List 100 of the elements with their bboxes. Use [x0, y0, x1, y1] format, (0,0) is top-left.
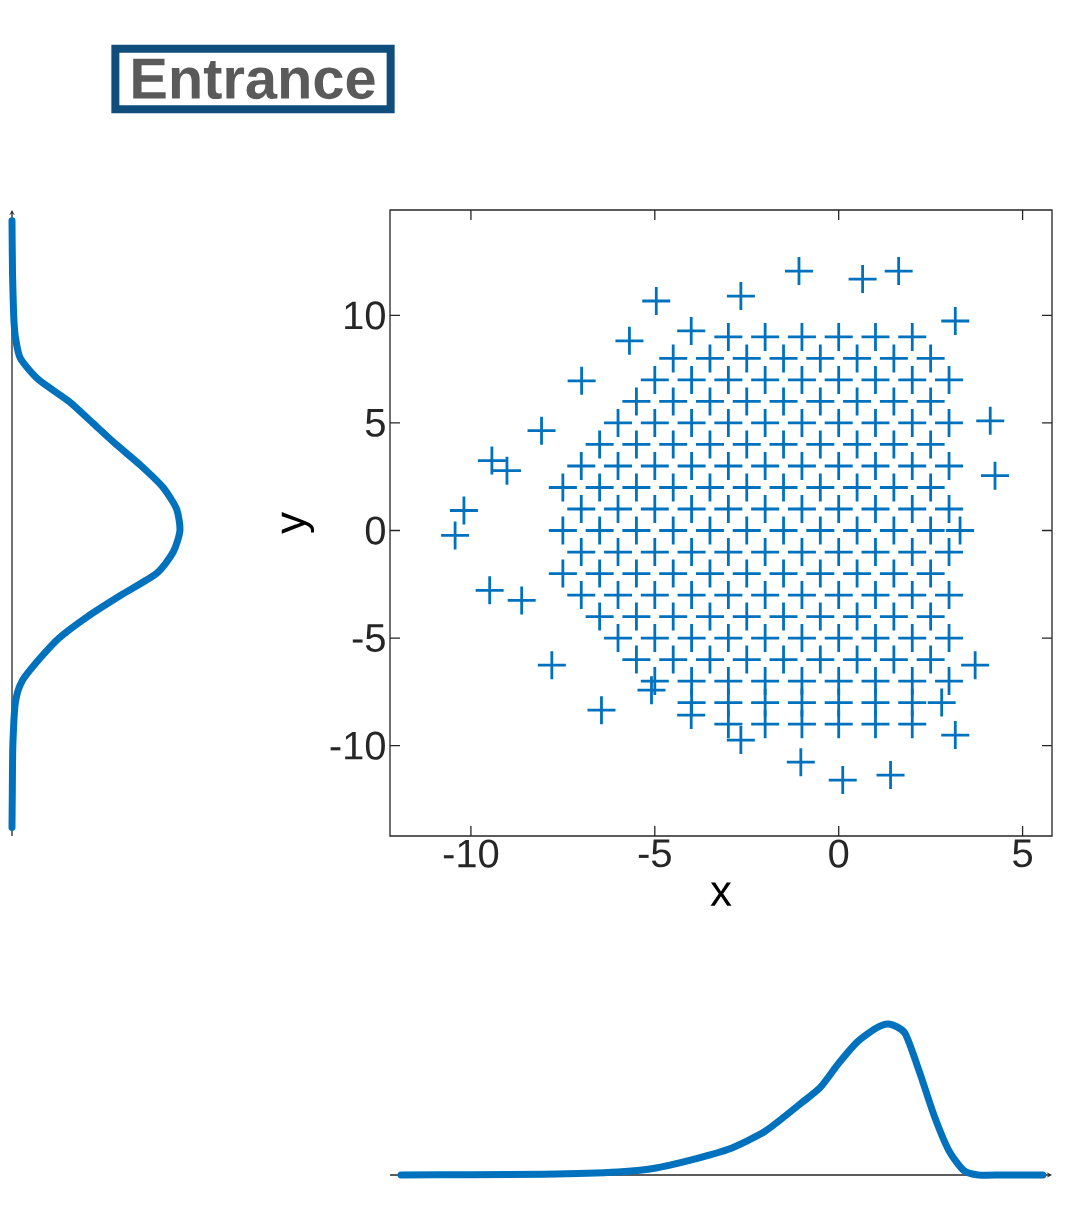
point — [567, 366, 596, 395]
point — [695, 602, 724, 631]
point — [537, 651, 566, 680]
point — [567, 581, 596, 610]
point — [935, 667, 964, 696]
point — [751, 495, 780, 524]
point — [981, 461, 1009, 490]
point — [861, 624, 890, 653]
point — [916, 602, 945, 631]
point — [898, 365, 927, 394]
point — [806, 559, 835, 588]
point — [695, 387, 724, 416]
point — [677, 624, 706, 653]
point — [527, 416, 556, 445]
point — [585, 559, 614, 588]
point — [769, 344, 798, 373]
chart-title: Entrance — [133, 58, 375, 100]
point — [916, 430, 945, 459]
point — [475, 576, 504, 605]
point — [916, 559, 945, 588]
point — [585, 602, 614, 631]
point — [640, 624, 669, 653]
point — [714, 408, 743, 437]
point — [861, 581, 890, 610]
point — [879, 430, 908, 459]
point — [640, 581, 669, 610]
point — [976, 406, 1005, 435]
point — [769, 430, 798, 459]
point — [927, 688, 956, 717]
y-tick-label: 0 — [365, 516, 385, 545]
y-tick-label: 5 — [365, 409, 385, 437]
y-axis-title: y — [281, 512, 315, 534]
point — [824, 710, 853, 739]
point — [751, 538, 780, 567]
point — [751, 581, 780, 610]
point — [726, 282, 755, 311]
point — [824, 451, 853, 480]
point — [898, 624, 927, 653]
point — [824, 581, 853, 610]
point — [806, 430, 835, 459]
point — [477, 446, 506, 475]
point — [548, 473, 577, 502]
point — [879, 602, 908, 631]
point — [732, 344, 761, 373]
point — [567, 538, 596, 567]
point — [695, 516, 724, 545]
point — [861, 710, 890, 739]
point — [806, 473, 835, 502]
point — [961, 651, 990, 680]
point — [824, 322, 853, 351]
point — [751, 710, 780, 739]
point — [622, 559, 651, 588]
point — [677, 451, 706, 480]
point — [769, 559, 798, 588]
point — [769, 602, 798, 631]
point — [843, 559, 872, 588]
point — [659, 473, 688, 502]
point — [677, 538, 706, 567]
point — [714, 365, 743, 394]
point — [441, 521, 470, 550]
point — [548, 559, 577, 588]
point — [898, 322, 927, 351]
point — [714, 322, 743, 351]
point — [751, 408, 780, 437]
point — [732, 473, 761, 502]
point — [726, 726, 755, 755]
point — [898, 451, 927, 480]
point — [751, 322, 780, 351]
point — [769, 516, 798, 545]
point — [806, 344, 835, 373]
y-tick-label: 10 — [345, 301, 385, 330]
point — [449, 496, 478, 525]
point — [695, 559, 724, 588]
point — [843, 387, 872, 416]
point — [615, 326, 644, 355]
point — [677, 581, 706, 610]
point — [824, 365, 853, 394]
point — [879, 645, 908, 674]
point — [861, 451, 890, 480]
point — [622, 516, 651, 545]
point — [861, 408, 890, 437]
point — [843, 430, 872, 459]
point — [640, 408, 669, 437]
point — [861, 365, 890, 394]
point — [786, 748, 815, 777]
point — [622, 430, 651, 459]
point — [637, 676, 666, 705]
point — [548, 516, 577, 545]
point — [622, 645, 651, 674]
point — [640, 538, 669, 567]
point — [567, 495, 596, 524]
point — [751, 365, 780, 394]
point — [898, 710, 927, 739]
point — [916, 473, 945, 502]
point — [879, 344, 908, 373]
point — [806, 387, 835, 416]
point — [695, 344, 724, 373]
point — [806, 645, 835, 674]
point — [507, 586, 536, 615]
point — [659, 387, 688, 416]
